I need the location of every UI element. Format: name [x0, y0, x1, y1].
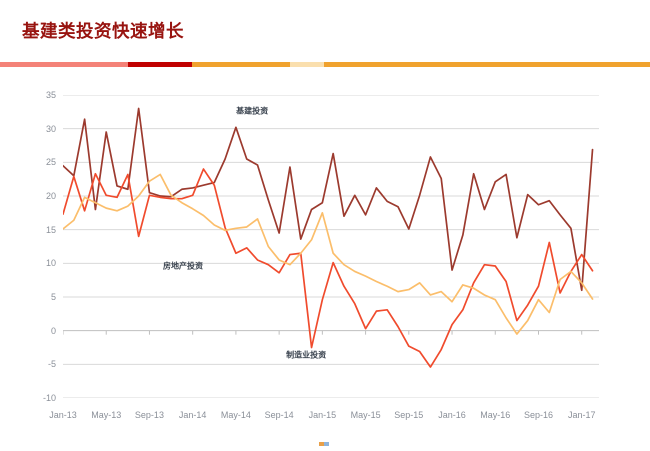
x-tick-label: Sep-14: [264, 410, 294, 420]
y-tick-label: 5: [50, 292, 56, 302]
investment-chart: 35 30 25 20 15 10 5 0 -5 -10 Jan-13 May-13 Sep-13 Ja…: [0, 85, 650, 430]
y-tick-label: 10: [45, 258, 56, 269]
y-tick-label: -10: [42, 393, 56, 403]
x-tick-label: May-16: [480, 410, 511, 420]
plot-area: [63, 95, 599, 398]
line-plot: [63, 95, 599, 398]
series-line-房地产投资: [63, 168, 594, 368]
y-tick-label: 35: [45, 90, 56, 100]
x-tick-label: Jan-17: [567, 410, 596, 420]
x-tick-label: May-14: [220, 410, 251, 420]
divider-segment-orange: [192, 62, 290, 67]
divider-segment-salmon: [0, 62, 128, 67]
series-label-房地产投资: 房地产投资: [162, 261, 203, 271]
series-label-制造业投资: 制造业投资: [286, 350, 327, 360]
y-tick-label: 15: [45, 224, 56, 235]
y-tick-label: 20: [45, 191, 56, 201]
x-tick-label: Jan-16: [438, 410, 466, 420]
title-divider: [0, 62, 650, 67]
x-tick-label: Jan-14: [178, 410, 207, 420]
divider-segment-orange-long: [324, 62, 650, 67]
series-line-基建投资: [63, 107, 594, 292]
x-tick-label: Jan-13: [49, 410, 77, 420]
footer-mark: [319, 442, 329, 447]
series-line-制造业投资: [63, 173, 594, 335]
footer-mark-orange: [319, 442, 324, 446]
y-tick-label: -5: [47, 359, 56, 370]
x-tick-label: Sep-15: [394, 410, 424, 420]
y-tick-label: 0: [50, 325, 56, 336]
divider-segment-cream: [290, 62, 324, 67]
x-tick-label: May-15: [350, 410, 381, 420]
x-tick-label: Jan-15: [308, 410, 337, 420]
page-title: 基建类投资快速增长: [22, 21, 184, 41]
divider-segment-dark-red: [128, 62, 192, 67]
footer-mark-blue: [324, 442, 329, 446]
series-label-基建投资: 基建投资: [236, 106, 269, 116]
y-tick-label: 25: [45, 157, 56, 168]
x-tick-label: Sep-16: [523, 410, 553, 420]
x-tick-label: May-13: [91, 410, 122, 420]
y-tick-label: 30: [45, 123, 56, 134]
x-tick-label: Sep-13: [134, 410, 164, 420]
